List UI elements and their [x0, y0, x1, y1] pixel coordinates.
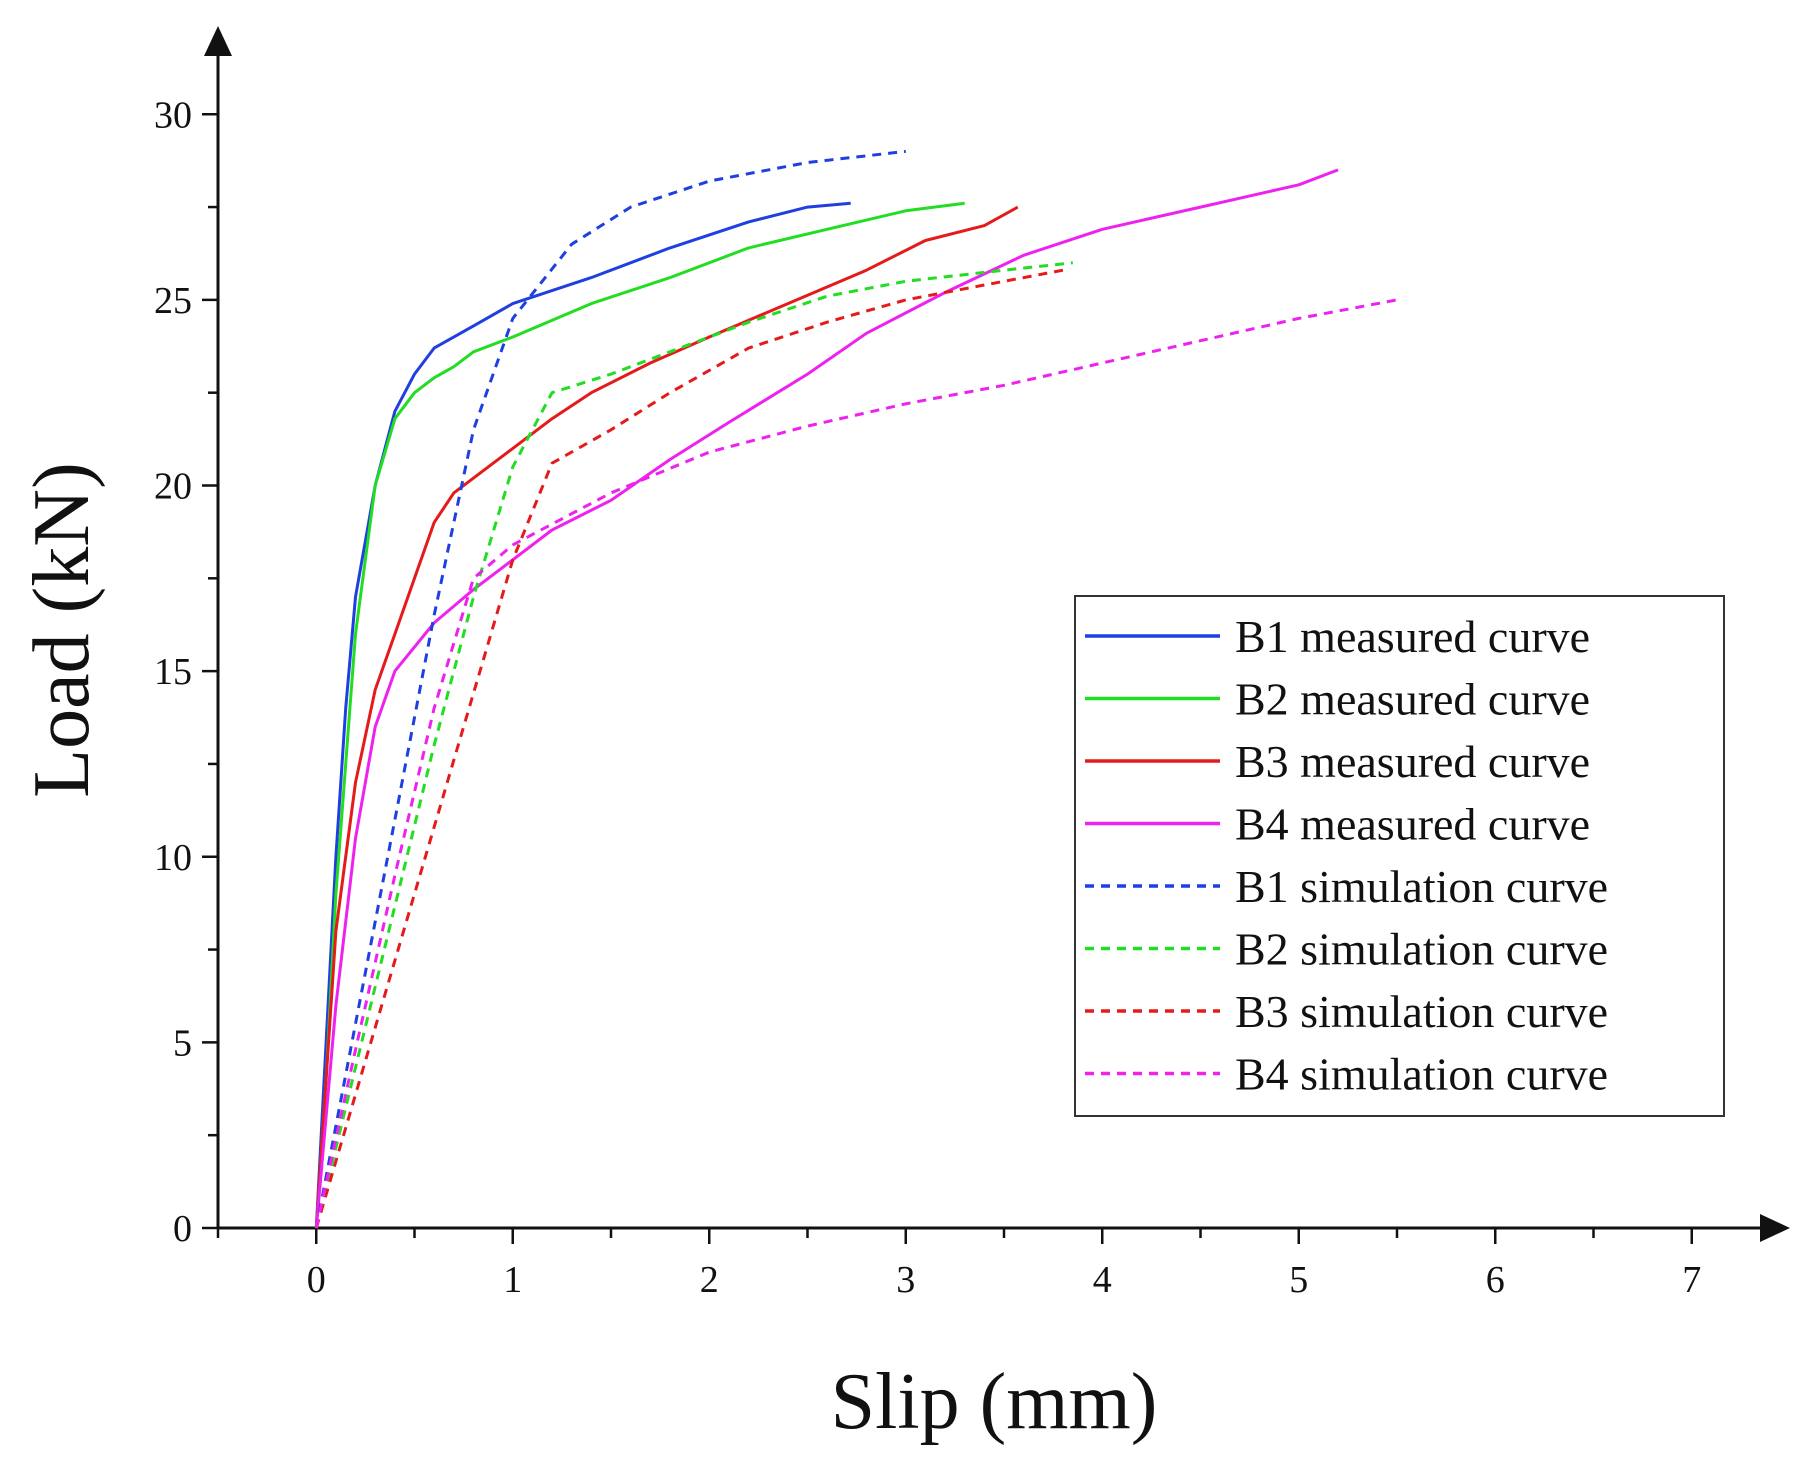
y-tick-label: 25 — [154, 280, 192, 322]
x-tick-label: 3 — [896, 1259, 915, 1301]
legend-label: B1 simulation curve — [1235, 861, 1608, 912]
y-tick-label: 30 — [154, 94, 192, 136]
legend-label: B3 simulation curve — [1235, 986, 1608, 1037]
x-tick-label: 4 — [1093, 1259, 1112, 1301]
x-tick-label: 2 — [700, 1259, 719, 1301]
y-axis-title: Load (kN) — [18, 462, 106, 797]
x-tick-label: 7 — [1682, 1259, 1701, 1301]
series-line-b2-simulation-curve — [314, 261, 1073, 1229]
series-layer — [314, 149, 1398, 1229]
series-line-b3-simulation-curve — [314, 268, 1064, 1229]
legend-label: B4 measured curve — [1235, 799, 1590, 850]
x-tick-label: 0 — [307, 1259, 326, 1301]
series-line-b2-measured-curve — [314, 201, 965, 1229]
legend-label: B2 measured curve — [1235, 674, 1590, 725]
series-line-b3-measured-curve — [314, 205, 1019, 1229]
axes: 0 1 2 3 4 5 6 7 0 5 10 15 20 25 30 — [154, 26, 1790, 1301]
x-axis-title: Slip (mm) — [831, 1358, 1158, 1446]
legend-box — [1074, 595, 1725, 1117]
y-tick-label: 0 — [173, 1208, 192, 1250]
x-tick-label: 5 — [1289, 1259, 1308, 1301]
y-tick-label: 15 — [154, 651, 192, 693]
x-axis-arrow-icon — [1760, 1214, 1790, 1242]
y-axis-arrow-icon — [204, 26, 232, 56]
legend-label: B1 measured curve — [1235, 611, 1590, 662]
x-tick-label: 6 — [1486, 1259, 1505, 1301]
series-line-b4-measured-curve — [314, 168, 1339, 1229]
legend-label: B4 simulation curve — [1235, 1049, 1608, 1100]
series-line-b1-simulation-curve — [314, 149, 906, 1229]
y-tick-label: 5 — [173, 1022, 192, 1064]
y-tick-label: 20 — [154, 466, 192, 508]
legend: B1 measured curve B2 measured curve B3 mea… — [1074, 595, 1725, 1117]
x-tick-label: 1 — [503, 1259, 522, 1301]
y-tick-label: 10 — [154, 837, 192, 879]
series-line-b4-simulation-curve — [314, 298, 1398, 1229]
series-line-b1-measured-curve — [314, 201, 851, 1229]
legend-label: B3 measured curve — [1235, 736, 1590, 787]
legend-label: B2 simulation curve — [1235, 924, 1608, 975]
